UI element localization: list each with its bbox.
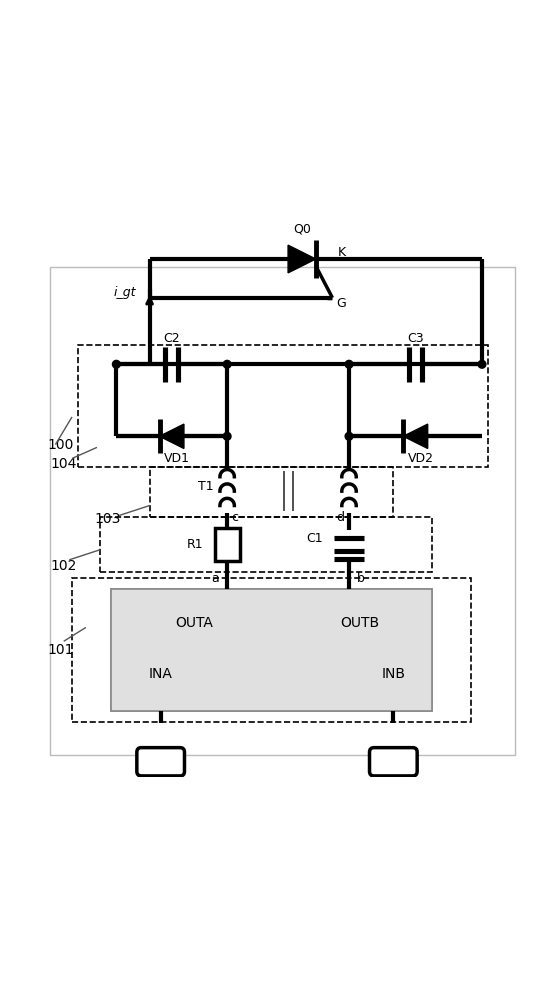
Text: 103: 103 [95, 512, 121, 526]
Bar [72, 578, 471, 722]
Text: VD2: VD2 [408, 452, 434, 465]
Text: 100: 100 [47, 438, 74, 452]
Text: C1: C1 [306, 532, 322, 545]
Bar [150, 467, 393, 517]
Bar [50, 267, 515, 755]
Text: G: G [337, 297, 346, 310]
Text: OUTA: OUTA [175, 616, 213, 630]
Text: INB: INB [381, 667, 406, 681]
Text: INB: INB [384, 757, 403, 767]
Circle shape [345, 360, 353, 368]
FancyBboxPatch shape [370, 748, 417, 776]
Text: R1: R1 [187, 538, 203, 551]
Circle shape [478, 360, 486, 368]
Polygon shape [160, 424, 184, 448]
Circle shape [345, 432, 353, 440]
Circle shape [223, 432, 231, 440]
Bar [111, 589, 432, 711]
Text: a: a [211, 572, 219, 585]
Bar [111, 589, 432, 711]
Text: C3: C3 [407, 332, 424, 345]
Text: K: K [338, 246, 346, 259]
Text: 104: 104 [50, 457, 77, 471]
Text: VD1: VD1 [165, 452, 190, 465]
Text: OUTB: OUTB [341, 616, 379, 630]
Polygon shape [403, 424, 428, 448]
Text: 102: 102 [50, 559, 77, 573]
Text: c: c [232, 511, 239, 524]
Text: T1: T1 [198, 480, 213, 493]
Text: C2: C2 [163, 332, 180, 345]
Polygon shape [288, 245, 316, 273]
Text: 101: 101 [48, 643, 74, 657]
FancyBboxPatch shape [137, 748, 184, 776]
Bar [214, 528, 239, 561]
Text: i_gt: i_gt [113, 286, 136, 299]
Text: Q0: Q0 [293, 222, 311, 235]
Text: d: d [337, 511, 345, 524]
Text: b: b [357, 572, 365, 585]
Text: INA: INA [151, 757, 170, 767]
Bar [78, 345, 488, 467]
Circle shape [112, 360, 120, 368]
Text: INA: INA [148, 667, 173, 681]
Circle shape [223, 360, 231, 368]
Bar [100, 517, 432, 572]
